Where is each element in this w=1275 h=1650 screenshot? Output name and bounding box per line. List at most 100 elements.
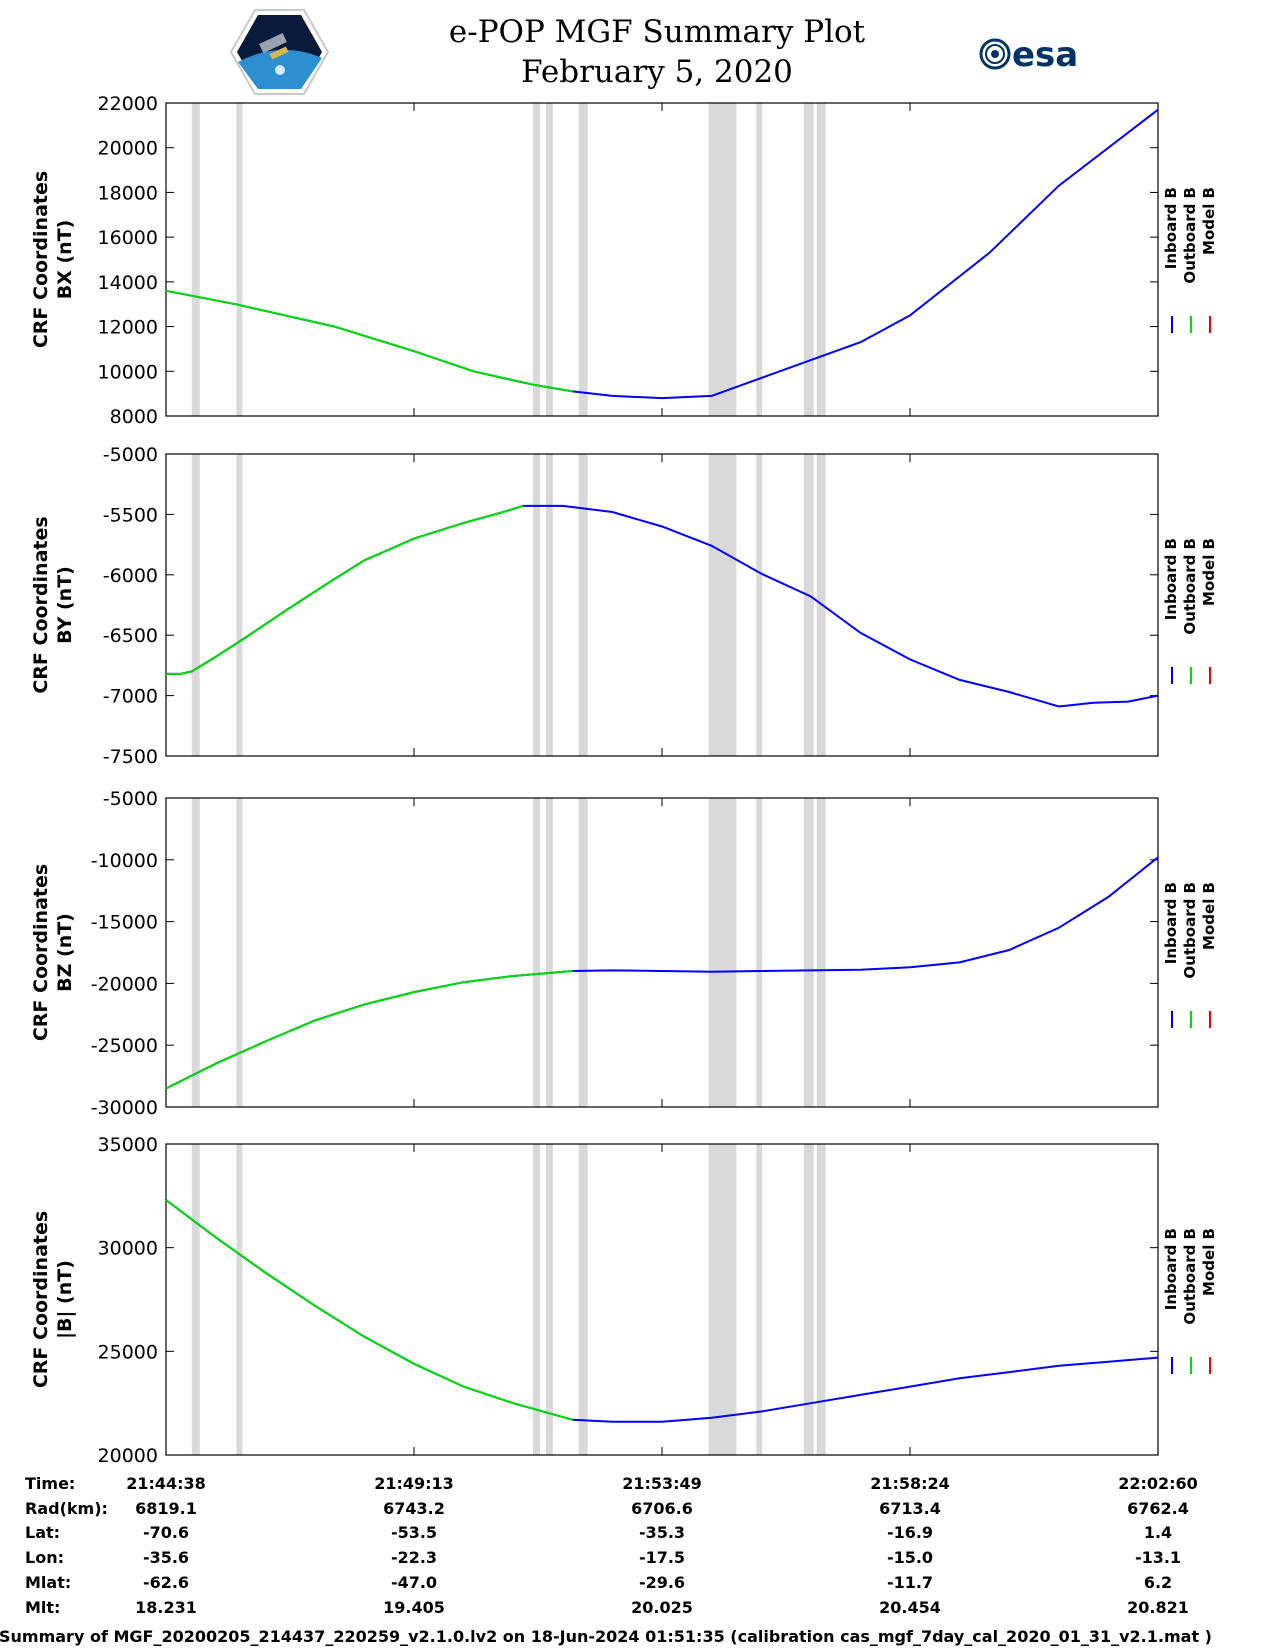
y-tick-label: 10000 xyxy=(98,361,158,383)
plot-frame xyxy=(165,102,1159,417)
y-tick-label: 18000 xyxy=(98,182,158,204)
data-gap-band xyxy=(578,798,588,1107)
info-row-label: Mlt: xyxy=(25,1598,60,1617)
data-gap-band xyxy=(578,454,588,756)
plot-title: e-POP MGF Summary Plot xyxy=(449,14,866,50)
panel-2: -5000 -5500 -6000 -6500 -7000 -7500 CRF Coordi… xyxy=(30,444,1218,768)
y-axis-label-line1: CRF Coordinates xyxy=(30,171,52,348)
y-tick-label: -20000 xyxy=(91,973,158,995)
info-cell: 18.231 xyxy=(135,1598,197,1617)
data-gap-band xyxy=(756,454,763,756)
info-cell: 1.4 xyxy=(1144,1523,1172,1542)
data-gap-band xyxy=(803,1144,814,1455)
info-row-label: Mlat: xyxy=(25,1573,71,1592)
y-axis-label-line2: |B| (nT) xyxy=(54,1260,76,1339)
data-gap-band xyxy=(545,103,553,416)
info-cell: 20.821 xyxy=(1127,1598,1189,1617)
y-tick-label: 30000 xyxy=(98,1238,158,1260)
info-cell: -35.3 xyxy=(639,1523,685,1542)
series-line-inboard-b xyxy=(166,504,1159,708)
y-tick-label: 20000 xyxy=(98,1445,158,1467)
y-axis-label: CRF Coordinates |B| (nT) xyxy=(30,1211,76,1388)
data-gap-band xyxy=(236,454,243,756)
plot-frame xyxy=(165,1143,1159,1456)
y-tick-label: -6500 xyxy=(103,625,158,647)
info-cell: 21:49:13 xyxy=(374,1474,454,1493)
legend-label: Model B xyxy=(1200,1228,1218,1296)
data-gap-band xyxy=(803,454,814,756)
y-axis-label: CRF Coordinates BY (nT) xyxy=(30,516,76,693)
info-cell: 21:58:24 xyxy=(870,1474,950,1493)
data-gap-band xyxy=(191,798,200,1107)
legend-label: Outboard B xyxy=(1181,187,1199,284)
info-cell: -53.5 xyxy=(391,1523,437,1542)
y-axis-label: CRF Coordinates BX (nT) xyxy=(30,171,76,348)
data-gap-band xyxy=(816,103,826,416)
info-cell: 20.454 xyxy=(879,1598,941,1617)
info-cell: 6743.2 xyxy=(383,1499,445,1518)
info-cell: 6819.1 xyxy=(135,1499,197,1518)
data-gap-band xyxy=(708,103,737,416)
data-gap-band xyxy=(191,1144,200,1455)
y-axis-label-line1: CRF Coordinates xyxy=(30,1211,52,1388)
data-gap-band xyxy=(816,798,826,1107)
info-cell: -17.5 xyxy=(639,1548,685,1567)
data-gap-band xyxy=(756,1144,763,1455)
y-tick-label: 20000 xyxy=(98,138,158,160)
info-cell: -29.6 xyxy=(639,1573,685,1592)
info-cell: -22.3 xyxy=(391,1548,437,1567)
data-gap-band xyxy=(545,1144,553,1455)
data-gap-band xyxy=(708,454,737,756)
y-tick-label: -10000 xyxy=(91,850,158,872)
data-gap-band xyxy=(708,1144,737,1455)
left-logo xyxy=(229,9,330,95)
series-line-outboard-b xyxy=(165,1199,573,1421)
y-axis-label-line2: BZ (nT) xyxy=(54,913,76,992)
info-row-label: Lon: xyxy=(25,1548,64,1567)
info-row-label: Time: xyxy=(25,1474,75,1493)
info-cell: -70.6 xyxy=(143,1523,189,1542)
data-gap-band xyxy=(533,103,540,416)
info-cell: 6706.6 xyxy=(631,1499,693,1518)
info-row-label: Rad(km): xyxy=(25,1499,108,1518)
data-gap-band xyxy=(236,103,243,416)
legend-label: Outboard B xyxy=(1181,882,1199,979)
y-tick-label: 8000 xyxy=(110,406,158,428)
data-gap-band xyxy=(236,1144,243,1455)
legend-label: Model B xyxy=(1200,187,1218,255)
data-gap-band xyxy=(578,1144,588,1455)
y-tick-label: -7500 xyxy=(103,746,158,768)
y-tick-label: -15000 xyxy=(91,912,158,934)
y-tick-label: -5000 xyxy=(103,788,158,810)
y-axis-label-line1: CRF Coordinates xyxy=(30,516,52,693)
data-gap-band xyxy=(533,454,540,756)
data-gap-band xyxy=(816,1144,826,1455)
legend-label: Outboard B xyxy=(1181,1228,1199,1325)
y-tick-label: 16000 xyxy=(98,227,158,249)
legend-label: Inboard B xyxy=(1162,187,1180,269)
data-gap-band xyxy=(191,454,200,756)
info-cell: -62.6 xyxy=(143,1573,189,1592)
plot-frame xyxy=(165,453,1159,757)
info-cell: 6.2 xyxy=(1144,1573,1172,1592)
series-line-inboard-b xyxy=(165,856,1159,1090)
esa-logo: esa xyxy=(979,35,1078,75)
info-cell: 19.405 xyxy=(383,1598,445,1617)
series-line-inboard-b xyxy=(165,108,1159,400)
data-gap-band xyxy=(756,103,763,416)
data-gap-band xyxy=(756,798,763,1107)
panel-1: 22000 20000 18000 16000 14000 12000 10000 8000 C… xyxy=(30,93,1218,428)
data-gap-band xyxy=(803,103,814,416)
y-tick-label: 14000 xyxy=(98,272,158,294)
y-tick-label: 22000 xyxy=(98,93,158,115)
y-tick-label: -30000 xyxy=(91,1097,158,1119)
footer-text: Summary of MGF_20200205_214437_220259_v2… xyxy=(0,1627,1212,1646)
y-tick-label: 12000 xyxy=(98,317,158,339)
legend-label: Inboard B xyxy=(1162,1228,1180,1310)
info-cell: -11.7 xyxy=(887,1573,933,1592)
data-gap-band xyxy=(533,798,540,1107)
info-cell: -13.1 xyxy=(1135,1548,1181,1567)
series-line-outboard-b xyxy=(165,970,573,1090)
legend-label: Inboard B xyxy=(1162,538,1180,620)
